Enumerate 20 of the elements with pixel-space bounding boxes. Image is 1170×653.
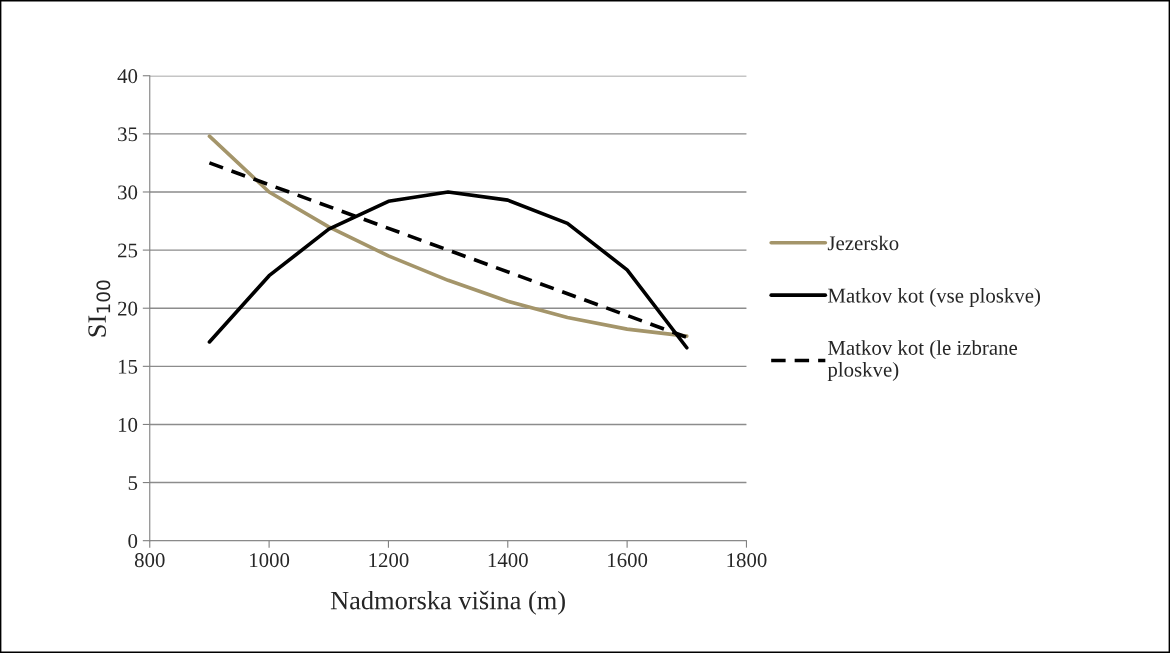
y-tick-label: 15 <box>118 359 138 374</box>
y-tick-label: 5 <box>128 476 138 490</box>
y-tick-label: 25 <box>118 243 138 258</box>
y-tick-label: 10 <box>118 417 138 432</box>
x-tick-label: 1800 <box>727 553 767 568</box>
legend-label: Jezersko <box>827 235 899 251</box>
x-tick-label: 1600 <box>608 553 648 568</box>
y-tick-label: 40 <box>117 69 138 84</box>
legend-label: Matkov kot (vse ploskve) <box>828 288 1041 307</box>
x-axis-title: Nadmorska višina (m) <box>330 590 565 615</box>
legend-label: Matkov kot (le izbrane ploskve) <box>827 340 1018 381</box>
x-tick-label: 800 <box>134 553 165 568</box>
y-axis-title: SI$_{100}$ <box>88 280 111 337</box>
x-tick-label: 1200 <box>369 553 409 568</box>
y-tick-label: 30 <box>118 185 138 200</box>
x-tick-label: 1400 <box>488 553 528 568</box>
x-tick-label: 1000 <box>250 553 290 568</box>
y-tick-label: 0 <box>128 534 138 549</box>
y-tick-label: 35 <box>118 127 138 142</box>
y-tick-label: 20 <box>118 301 138 316</box>
